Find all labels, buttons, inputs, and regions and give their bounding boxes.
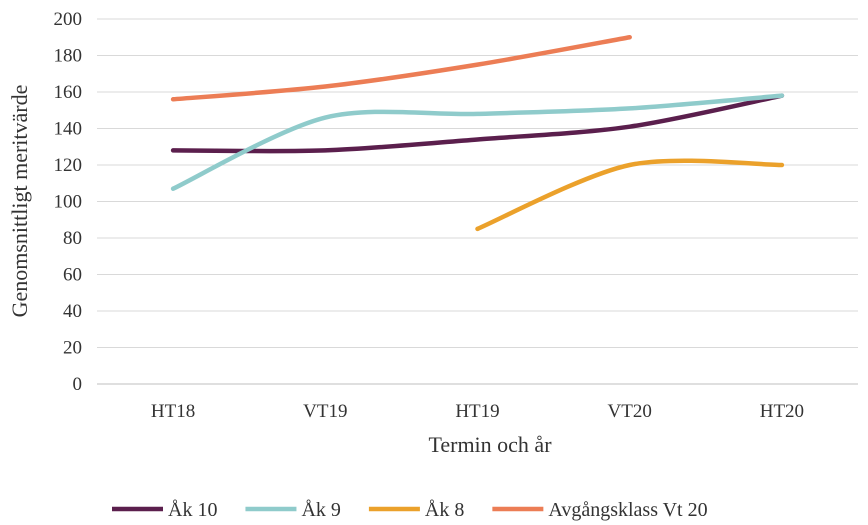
x-tick-label: HT18 <box>151 401 195 422</box>
series-lines <box>170 35 785 232</box>
x-tick-label: HT19 <box>455 401 499 422</box>
y-tick-label: 40 <box>63 301 82 322</box>
x-axis-ticks: HT18 VT19 HT19 VT20 HT20 <box>151 401 804 422</box>
legend-item: Åk 8 <box>368 499 464 521</box>
y-axis-ticks: 0 20 40 60 80 100 120 140 160 180 200 <box>54 9 83 395</box>
series-line-1 <box>170 93 785 191</box>
legend-item: Åk 9 <box>245 499 341 521</box>
gridlines <box>97 18 858 385</box>
series-line-0 <box>170 93 785 154</box>
legend-item: Åk 10 <box>112 499 217 521</box>
legend-label: Åk 8 <box>425 499 464 521</box>
x-tick-label: HT20 <box>760 401 804 422</box>
y-tick-label: 100 <box>54 192 83 213</box>
legend-item: Avgångsklass Vt 20 <box>492 499 708 521</box>
x-tick-label: VT19 <box>303 401 347 422</box>
y-tick-label: 60 <box>63 265 82 286</box>
y-tick-label: 120 <box>54 155 83 176</box>
y-tick-label: 160 <box>54 82 83 103</box>
series-line-3 <box>170 35 632 102</box>
y-tick-label: 180 <box>54 46 83 67</box>
y-tick-label: 80 <box>63 228 82 249</box>
y-tick-label: 20 <box>63 338 82 359</box>
x-tick-label: VT20 <box>608 401 652 422</box>
legend: Åk 10 Åk 9 Åk 8 Avgångsklass Vt 20 <box>112 499 708 521</box>
series-line-2 <box>475 158 785 232</box>
y-tick-label: 200 <box>54 9 83 30</box>
y-axis-title: Genomsnittligt meritvärde <box>7 85 32 318</box>
x-axis-title: Termin och år <box>428 432 552 457</box>
legend-label: Avgångsklass Vt 20 <box>548 499 707 521</box>
y-tick-label: 140 <box>54 119 83 140</box>
legend-label: Åk 9 <box>301 499 340 521</box>
legend-label: Åk 10 <box>168 499 217 521</box>
y-tick-label: 0 <box>73 374 83 395</box>
